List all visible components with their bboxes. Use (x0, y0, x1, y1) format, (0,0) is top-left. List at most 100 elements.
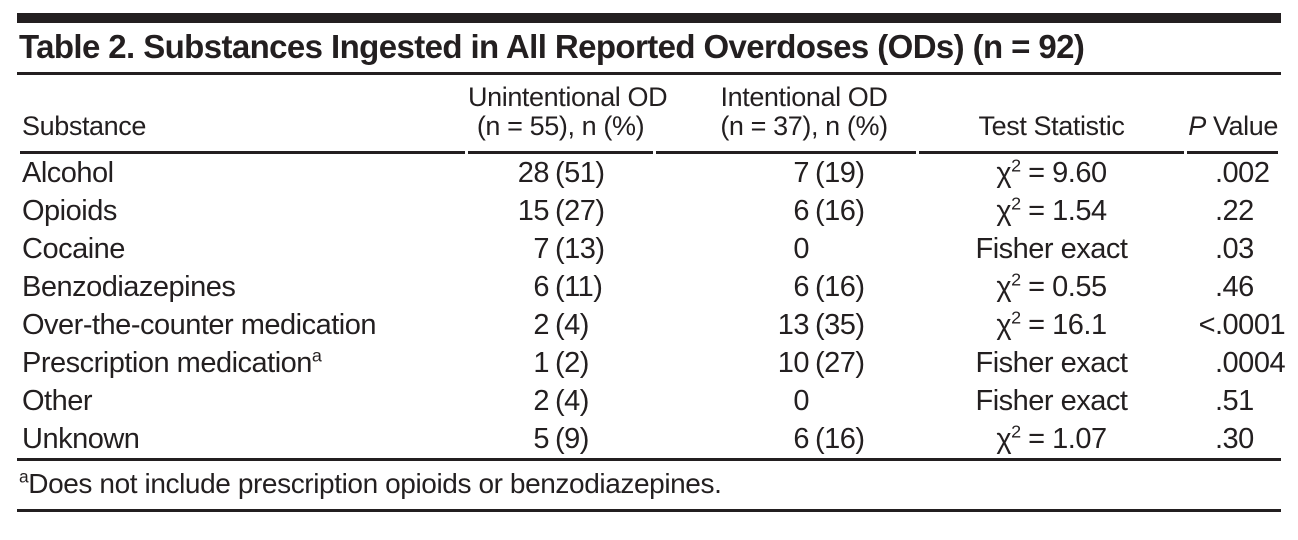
test-statistic-result: = 16.1 (1020, 308, 1107, 341)
substance-label: Opioids (22, 194, 117, 227)
substance-cell: Benzodiazepines (20, 268, 465, 306)
footnote-text: Does not include prescription opioids or… (28, 468, 722, 499)
percent-value: (11) (555, 270, 603, 303)
percent-value: (2) (555, 346, 589, 379)
chi-square-exponent: 2 (1011, 268, 1021, 289)
substance-cell: Opioids (20, 192, 465, 230)
substance-cell: Alcohol (20, 154, 465, 192)
substance-label: Cocaine (22, 232, 125, 265)
column-header-test-statistic: Test Statistic (919, 75, 1184, 154)
substance-footnote-marker: a (311, 344, 322, 365)
intentional-od-header-line2: (n = 37), n (%) (720, 111, 888, 141)
p-value-cell: .30 (1187, 420, 1278, 458)
substance-cell: Cocaine (20, 230, 465, 268)
p-value: .46 (1215, 270, 1254, 303)
p-value-cell: .03 (1187, 230, 1278, 268)
percent-value: (16) (815, 422, 865, 455)
count-value: 7 (533, 232, 549, 265)
column-header-intentional-od: Intentional OD (n = 37), n (%) (656, 75, 916, 154)
intentional-od-cell: 6 (16) (656, 268, 916, 306)
count-value: 10 (777, 346, 810, 379)
unintentional-od-cell: 7 (13) (468, 230, 653, 268)
p-value: .0004 (1215, 346, 1286, 379)
unintentional-od-cell: 28 (51) (468, 154, 653, 192)
test-statistic-cell: χ2 = 16.1 (919, 306, 1184, 344)
p-value-cell: .46 (1187, 268, 1278, 306)
test-statistic-cell: Fisher exact (919, 344, 1184, 382)
substance-cell: Over-the-counter medication (20, 306, 465, 344)
chi-square-exponent: 2 (1011, 192, 1021, 213)
test-statistic-cell: χ2 = 1.54 (919, 192, 1184, 230)
footnote-marker: a (19, 466, 29, 487)
test-statistic-result: = 9.60 (1020, 156, 1107, 189)
table-row: Over-the-counter medication 2 (4) 13 (35) … (20, 306, 1286, 344)
column-header-p-value: P Value (1187, 75, 1278, 154)
table-container: Table 2. Substances Ingested in All Repo… (17, 13, 1286, 512)
p-value: .03 (1215, 232, 1254, 265)
test-statistic-value: χ (996, 270, 1012, 303)
unintentional-od-cell: 5 (9) (468, 420, 653, 458)
p-value: .51 (1215, 384, 1254, 417)
count-value: 6 (793, 270, 809, 303)
test-statistic-value: χ (996, 156, 1012, 189)
p-value-prefix: < (1198, 308, 1216, 341)
substance-label: Alcohol (22, 156, 114, 189)
count-value: 0 (793, 232, 809, 265)
count-value: 2 (533, 308, 549, 341)
test-statistic-value: Fisher exact (975, 384, 1128, 417)
chi-square-exponent: 2 (1011, 306, 1021, 327)
table-row: Unknown 5 (9) 6 (16) χ2 = 1.07 .30 (20, 420, 1278, 458)
unintentional-od-cell: 1 (2) (468, 344, 653, 382)
count-value: 0 (793, 384, 809, 417)
substance-cell: Prescription medicationa (20, 344, 465, 382)
unintentional-od-cell: 6 (11) (468, 268, 653, 306)
substance-label: Other (22, 384, 93, 417)
test-statistic-cell: Fisher exact (919, 230, 1184, 268)
percent-value: (19) (815, 156, 865, 189)
percent-value: (9) (555, 422, 589, 455)
count-value: 1 (533, 346, 549, 379)
table-row: Benzodiazepines 6 (11) 6 (16) χ2 = 0.55 .4… (20, 268, 1278, 306)
table-row: Alcohol 28 (51) 7 (19) χ2 = 9.60 .002 (20, 154, 1278, 192)
substance-cell: Unknown (20, 420, 465, 458)
unintentional-od-cell: 15 (27) (468, 192, 653, 230)
count-value: 28 (517, 156, 550, 189)
test-statistic-value: χ (996, 308, 1012, 341)
intentional-od-cell: 7 (19) (656, 154, 916, 192)
p-value: .002 (1215, 156, 1270, 189)
intentional-od-cell: 6 (16) (656, 420, 916, 458)
intentional-od-cell: 6 (16) (656, 192, 916, 230)
intentional-od-cell: 13 (35) (656, 306, 916, 344)
column-header-unintentional-od: Unintentional OD (n = 55), n (%) (468, 75, 668, 154)
substance-header-label: Substance (22, 111, 146, 141)
chi-square-exponent: 2 (1011, 154, 1021, 175)
p-value-cell: .002 (1187, 154, 1278, 192)
table-footnote: aDoes not include prescription opioids o… (17, 458, 1281, 512)
p-value-header-rest: Value (1212, 111, 1278, 141)
percent-value: (16) (815, 270, 865, 303)
count-value: 6 (793, 194, 809, 227)
substance-label: Over-the-counter medication (22, 308, 377, 341)
intentional-od-cell: 0 (656, 382, 916, 420)
table-row: Cocaine 7 (13) 0 Fisher exact .03 (20, 230, 1278, 268)
percent-value: (35) (815, 308, 865, 341)
count-value: 6 (793, 422, 809, 455)
test-statistic-result: = 1.54 (1020, 194, 1107, 227)
substance-label: Benzodiazepines (22, 270, 236, 303)
header-row: Substance Unintentional OD (n = 55), n (… (20, 75, 1278, 154)
intentional-od-cell: 0 (656, 230, 916, 268)
count-value: 5 (533, 422, 549, 455)
unintentional-od-cell: 2 (4) (468, 306, 653, 344)
substances-table: Substance Unintentional OD (n = 55), n (… (17, 75, 1286, 458)
test-statistic-value: Fisher exact (975, 346, 1128, 379)
intentional-od-header-line1: Intentional OD (720, 82, 888, 112)
test-statistic-result: = 1.07 (1020, 422, 1107, 455)
test-statistic-result: = 0.55 (1020, 270, 1107, 303)
percent-value: (4) (555, 308, 589, 341)
table-row: Opioids 15 (27) 6 (16) χ2 = 1.54 .22 (20, 192, 1278, 230)
p-value-cell: .51 (1187, 382, 1278, 420)
test-statistic-cell: χ2 = 9.60 (919, 154, 1184, 192)
percent-value: (27) (555, 194, 605, 227)
p-value-cell: <.0001 (1187, 306, 1286, 344)
